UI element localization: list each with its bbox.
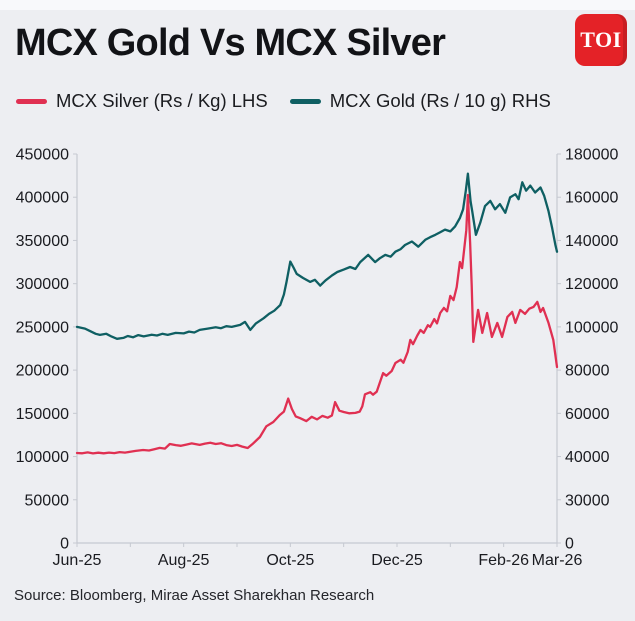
y-axis-right-tick-label: 140000 xyxy=(565,233,618,250)
x-axis-tick-label: Jun-25 xyxy=(53,552,102,569)
chart-legend: MCX Silver (Rs / Kg) LHS MCX Gold (Rs / … xyxy=(16,90,626,112)
y-axis-left-tick-label: 200000 xyxy=(16,363,69,380)
y-axis-left-tick-label: 150000 xyxy=(16,406,69,423)
x-axis-tick-label: Oct-25 xyxy=(266,552,314,569)
toi-logo: TOI xyxy=(575,14,627,66)
silver-line-swatch xyxy=(16,98,47,104)
y-axis-left-tick-label: 0 xyxy=(60,536,69,553)
y-axis-left-tick-label: 300000 xyxy=(16,276,69,293)
page-title: MCX Gold Vs MCX Silver xyxy=(15,22,446,64)
y-axis-right-tick-label: 30000 xyxy=(565,492,610,509)
legend-item-gold: MCX Gold (Rs / 10 g) RHS xyxy=(289,90,551,112)
x-axis-tick-label: Dec-25 xyxy=(371,552,423,569)
x-axis-tick-label: Mar-26 xyxy=(532,552,583,569)
y-axis-right-tick-label: 100000 xyxy=(565,319,618,336)
y-axis-right-tick-label: 80000 xyxy=(565,363,610,380)
source-attribution: Source: Bloomberg, Mirae Asset Sharekhan… xyxy=(14,587,375,604)
chart-area: 450000 400000 350000 300000 250000 200000 1500… xyxy=(0,140,635,570)
legend-label-gold: MCX Gold (Rs / 10 g) RHS xyxy=(329,90,551,111)
y-axis-right-tick-label: 60000 xyxy=(565,406,610,423)
legend-item-silver: MCX Silver (Rs / Kg) LHS xyxy=(16,90,268,112)
top-strip xyxy=(0,0,635,10)
gold-line-swatch xyxy=(289,98,321,104)
y-axis-left-tick-label: 50000 xyxy=(25,492,70,509)
x-axis-tick-label: Feb-26 xyxy=(478,552,529,569)
legend-label-silver: MCX Silver (Rs / Kg) LHS xyxy=(56,90,268,111)
gold-line xyxy=(75,172,559,340)
silver-line xyxy=(75,193,559,455)
x-axis-tick-label: Aug-25 xyxy=(158,552,210,569)
y-axis-left-tick-label: 350000 xyxy=(16,233,69,250)
toi-logo-text: TOI xyxy=(580,27,622,52)
y-axis-right-tick-label: 40000 xyxy=(565,449,610,466)
y-axis-right-tick-label: 120000 xyxy=(565,276,618,293)
y-axis-left-tick-label: 400000 xyxy=(16,190,69,207)
y-axis-left-tick-label: 100000 xyxy=(16,449,69,466)
dual-axis-line-chart: 4500004000003500003000002500002000001500… xyxy=(16,147,619,570)
y-axis-right-tick-label: 160000 xyxy=(565,190,618,207)
y-axis-left-tick-label: 250000 xyxy=(16,319,69,336)
y-axis-right-tick-label: 0 xyxy=(565,536,574,553)
y-axis-right-tick-label: 180000 xyxy=(565,147,618,164)
y-axis-left-tick-label: 450000 xyxy=(16,147,69,164)
